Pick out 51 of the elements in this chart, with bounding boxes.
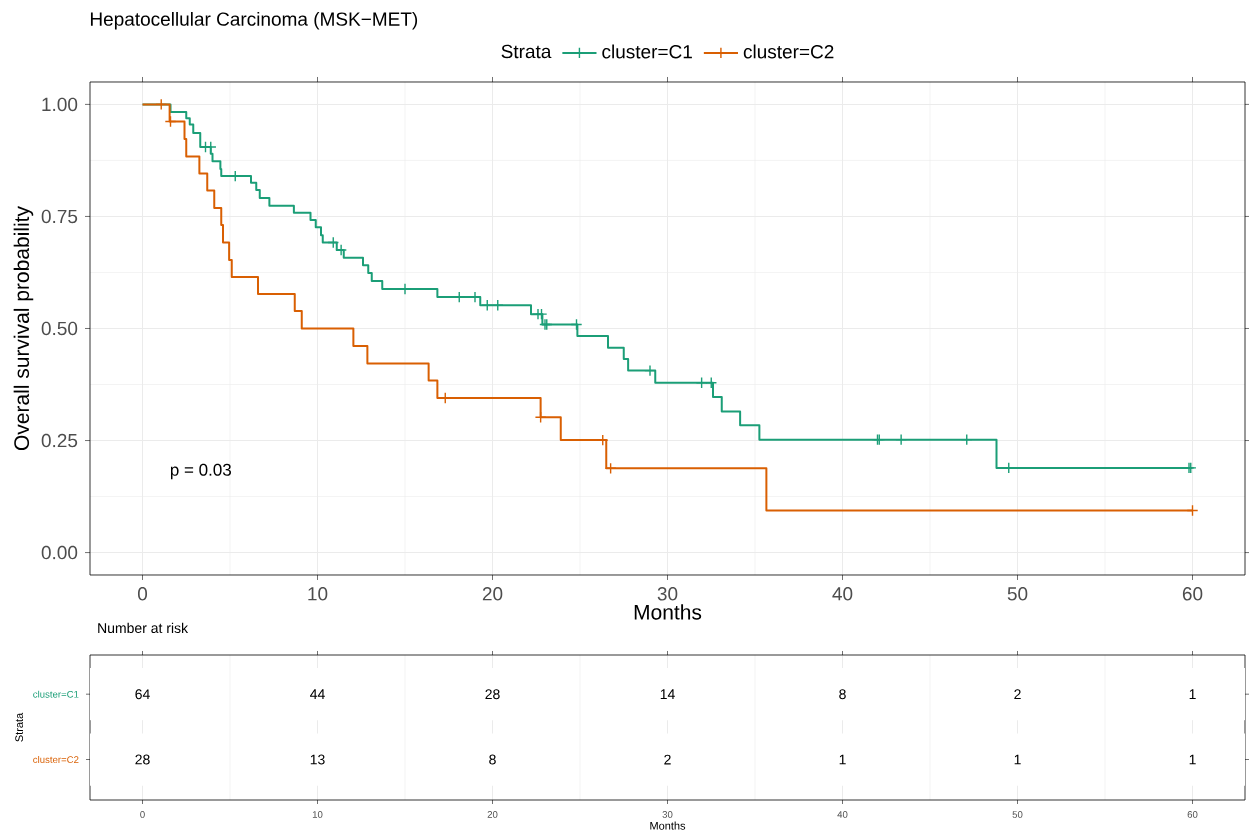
data-label: 28 xyxy=(135,754,150,765)
x-tick-label: 10 xyxy=(312,811,323,818)
x-tick-label: 50 xyxy=(1012,811,1023,818)
y-tick-label: cluster=C1 xyxy=(33,690,79,698)
data-label: 64 xyxy=(135,689,150,700)
x-tick-label: 20 xyxy=(482,587,503,601)
y-tick-label: 0.50 xyxy=(41,321,78,336)
y-tick-label: 1.00 xyxy=(42,97,78,112)
data-label: 44 xyxy=(310,689,325,699)
x-tick-label: 20 xyxy=(487,811,498,818)
point xyxy=(895,434,907,445)
x-axis-title: Months xyxy=(650,821,686,830)
data-label: 14 xyxy=(660,689,675,699)
y-tick-label: 0.75 xyxy=(41,209,78,224)
y-tick-label: cluster=C2 xyxy=(33,755,79,764)
chart-title: Hepatocellular Carcinoma (MSK−MET) xyxy=(90,11,418,30)
data-label: 1 xyxy=(1014,754,1021,765)
data-label: 13 xyxy=(310,754,325,765)
data-label: 2 xyxy=(664,754,671,765)
data-label: 1 xyxy=(1189,754,1196,765)
data-label: 8 xyxy=(839,689,846,700)
y-axis-title: Strata xyxy=(15,712,24,742)
y-axis-title: Overall survival probability xyxy=(13,206,34,451)
point xyxy=(536,308,547,320)
x-tick-label: 0 xyxy=(140,811,145,818)
x-tick-label: 30 xyxy=(657,587,678,601)
data-label: 2 xyxy=(1014,689,1021,700)
point xyxy=(492,299,503,311)
legend-label: cluster=C1 xyxy=(602,44,692,59)
point xyxy=(335,244,347,256)
x-tick-label: 40 xyxy=(837,811,848,818)
data-label: 1 xyxy=(1189,689,1196,699)
point xyxy=(482,299,493,311)
x-tick-label: 10 xyxy=(308,587,328,601)
x-tick-label: 30 xyxy=(662,811,673,818)
y-tick-label: 0.25 xyxy=(41,433,78,448)
x-tick-label: 40 xyxy=(832,587,853,601)
x-tick-label: 60 xyxy=(1187,811,1198,818)
legend-title: Strata xyxy=(501,44,552,59)
x-tick-label: 60 xyxy=(1182,587,1203,601)
legend-label: cluster=C2 xyxy=(743,44,834,59)
y-tick-label: 0.00 xyxy=(41,545,78,560)
data-label: 1 xyxy=(839,754,846,765)
x-axis-title: Months xyxy=(634,604,702,620)
annotation: p = 0.03 xyxy=(170,463,231,480)
x-tick-label: 50 xyxy=(1007,587,1028,601)
chart-title: Number at risk xyxy=(98,622,189,634)
data-label: 28 xyxy=(485,689,500,700)
x-tick-label: 0 xyxy=(137,587,148,601)
data-label: 8 xyxy=(489,754,496,765)
point xyxy=(644,365,656,376)
